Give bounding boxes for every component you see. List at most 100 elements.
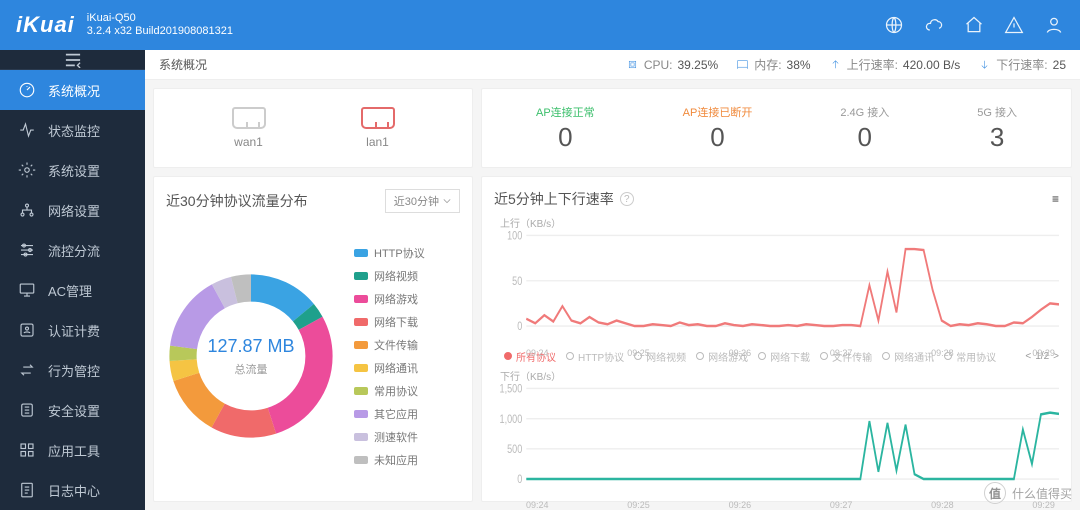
doc-icon [18,481,36,499]
legend-swatch [354,295,368,303]
legend-item[interactable]: 常用协议 [354,383,425,399]
grid-icon [18,441,36,459]
legend-item[interactable]: 网络下载 [354,314,425,330]
sidebar-collapse-button[interactable] [0,50,145,70]
cpu-status: CPU:39.25% [626,58,718,72]
top-icon-bar [884,15,1064,35]
ethernet-port-icon [361,107,395,129]
sidebar-item-10[interactable]: 日志中心 [0,470,145,510]
total-traffic-value: 127.87 MB [207,336,294,357]
sidebar-item-2[interactable]: 系统设置 [0,150,145,190]
svg-text:1,500: 1,500 [500,382,523,396]
breadcrumb: 系统概况 [159,56,207,73]
chevron-down-icon [443,197,451,205]
sidebar-item-label: 网络设置 [48,201,100,220]
product-name: iKuai-Q50 [87,12,233,25]
svg-text:50: 50 [512,275,522,289]
ap-stats-card: AP连接正常0 AP连接已断开0 2.4G 接入0 5G 接入3 [481,88,1072,168]
port-lan1[interactable]: lan1 [361,107,395,149]
legend-swatch [354,387,368,395]
svg-text:1,000: 1,000 [500,412,523,426]
home-icon[interactable] [964,15,984,35]
card-menu-icon[interactable]: ≡ [1052,192,1059,206]
sidebar-item-1[interactable]: 状态监控 [0,110,145,150]
legend-item[interactable]: 网络通讯 [354,360,425,376]
legend-item[interactable]: HTTP协议 [354,245,425,261]
sidebar-item-label: 系统设置 [48,161,100,180]
speed-card-title: 近5分钟上下行速率 [494,189,614,209]
network-icon [18,201,36,219]
legend-swatch [354,341,368,349]
legend-swatch [354,364,368,372]
protocol-traffic-card: 近30分钟协议流量分布 近30分钟 127.87 MB 总流量 HTTP [153,176,473,502]
legend-swatch [354,318,368,326]
legend-swatch [354,456,368,464]
legend-item[interactable]: 网络视频 [354,268,425,284]
sidebar-item-8[interactable]: 安全设置 [0,390,145,430]
speed-card: 近5分钟上下行速率 ? ≡ 上行（KB/s） 100500 09:2409:25… [481,176,1072,502]
sidebar-item-label: AC管理 [48,281,92,300]
uplink-status: 上行速率:420.00 B/s [829,56,961,73]
sidebar-item-label: 应用工具 [48,441,100,460]
alert-icon[interactable] [1004,15,1024,35]
legend-item[interactable]: 测速软件 [354,429,425,445]
uplink-chart: 上行（KB/s） 100500 09:2409:2509:2609:2709:2… [494,219,1059,343]
protocol-donut-chart: 127.87 MB 总流量 [166,271,336,441]
legend-swatch [354,410,368,418]
time-range-selector[interactable]: 近30分钟 [385,189,460,213]
legend-swatch [354,433,368,441]
downlink-status: 下行速率:25 [978,56,1066,73]
sidebar-item-label: 行为管控 [48,361,100,380]
help-icon[interactable]: ? [620,192,634,206]
sidebar-item-6[interactable]: 认证计费 [0,310,145,350]
sidebar-item-label: 认证计费 [48,321,100,340]
gear-icon [18,161,36,179]
topbar: iKuai iKuai-Q50 3.2.4 x32 Build201908081… [0,0,1080,50]
globe-icon[interactable] [884,15,904,35]
sidebar-item-7[interactable]: 行为管控 [0,350,145,390]
ap-stat: AP连接正常0 [536,104,595,153]
sidebar-item-label: 日志中心 [48,481,100,500]
product-info: iKuai-Q50 3.2.4 x32 Build201908081321 [87,12,233,38]
legend-item[interactable]: 未知应用 [354,452,425,468]
ap-stat: 2.4G 接入0 [840,104,889,153]
legend-swatch [354,249,368,257]
ethernet-port-icon [232,107,266,129]
brand-logo: iKuai [16,12,75,38]
svg-text:0: 0 [517,472,522,486]
badge-icon [18,321,36,339]
sidebar-item-0[interactable]: 系统概况 [0,70,145,110]
activity-icon [18,121,36,139]
ap-stat: AP连接已断开0 [683,104,753,153]
total-traffic-label: 总流量 [235,361,268,377]
protocol-legend: HTTP协议网络视频网络游戏网络下载文件传输网络通讯常用协议其它应用测速软件未知… [354,245,425,468]
shield-icon [18,401,36,419]
screen-icon [18,281,36,299]
svg-text:0: 0 [517,320,522,334]
build-string: 3.2.4 x32 Build201908081321 [87,25,233,38]
ap-stat: 5G 接入3 [977,104,1017,153]
sidebar-item-9[interactable]: 应用工具 [0,430,145,470]
sidebar-item-5[interactable]: AC管理 [0,270,145,310]
ports-card: wan1 lan1 [153,88,473,168]
user-icon[interactable] [1044,15,1064,35]
downlink-chart: 下行（KB/s） 1,5001,0005000 09:2409:2509:260… [494,372,1059,496]
sidebar-item-4[interactable]: 流控分流 [0,230,145,270]
legend-item[interactable]: 其它应用 [354,406,425,422]
sidebar-item-label: 安全设置 [48,401,100,420]
memory-status: 内存:38% [736,56,810,73]
gauge-icon [18,81,36,99]
swap-icon [18,361,36,379]
sidebar-item-label: 流控分流 [48,241,100,260]
sliders-icon [18,241,36,259]
sidebar-item-3[interactable]: 网络设置 [0,190,145,230]
sidebar-item-label: 系统概况 [48,81,100,100]
sidebar-item-label: 状态监控 [48,121,100,140]
port-wan1[interactable]: wan1 [232,107,266,149]
cloud-icon[interactable] [924,15,944,35]
legend-item[interactable]: 网络游戏 [354,291,425,307]
svg-text:100: 100 [507,229,522,243]
legend-item[interactable]: 文件传输 [354,337,425,353]
legend-swatch [354,272,368,280]
sidebar: 系统概况状态监控系统设置网络设置流控分流 AC管理认证计费行为管控安全设置应用工具… [0,50,145,510]
